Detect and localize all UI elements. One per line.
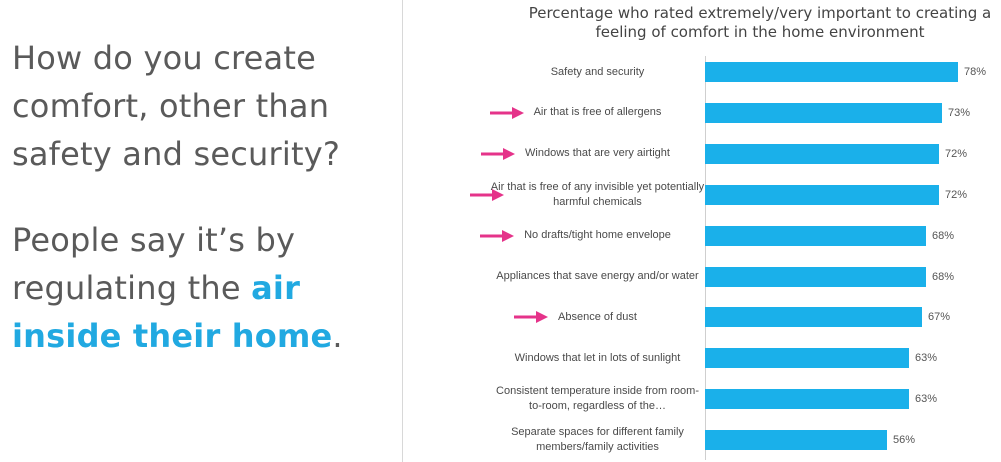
bar [705, 102, 942, 123]
category-label: No drafts/tight home envelope [524, 229, 671, 242]
bar [705, 389, 909, 410]
bar-row: No drafts/tight home envelope 68% [470, 216, 1001, 256]
bar-row: Absence of dust 67% [470, 297, 1001, 337]
highlight-arrow-icon [481, 147, 516, 160]
bar-row: Air that is free of allergens 73% [470, 93, 1001, 133]
category-label: Separate spaces for different family mem… [511, 426, 684, 454]
highlight-arrow-icon [480, 229, 515, 242]
category-label: Windows that are very airtight [525, 147, 670, 160]
panel-divider [402, 0, 403, 462]
bar [705, 143, 939, 164]
value-label: 56% [893, 434, 916, 447]
category-axis-line [705, 56, 706, 460]
category-label: Air that is free of any invisible yet po… [490, 180, 705, 208]
bar-row: Consistent temperature inside from room-… [470, 379, 1001, 419]
highlight-arrow-icon [470, 188, 504, 201]
bar [705, 62, 958, 82]
category-label: Appliances that save energy and/or water [496, 270, 699, 282]
left-panel: How do you create comfort, other than sa… [0, 0, 400, 462]
bar [705, 225, 926, 246]
bar [705, 307, 922, 328]
chart-title: Percentage who rated extremely/very impo… [528, 4, 992, 41]
bar-row: Windows that are very airtight 72% [470, 134, 1001, 174]
value-label: 63% [915, 393, 938, 406]
value-label: 78% [964, 66, 987, 78]
value-label: 72% [945, 188, 968, 201]
bar [705, 430, 887, 451]
highlight-arrow-icon [489, 106, 524, 119]
category-label: Consistent temperature inside from room-… [496, 385, 699, 413]
bar-row: Safety and security 78% [470, 52, 1001, 92]
bar-row: Separate spaces for different family mem… [470, 420, 1001, 460]
bar-row: Appliances that save energy and/or water… [470, 257, 1001, 297]
bar-row: Windows that let in lots of sunlight 63% [470, 338, 1001, 378]
category-label: Windows that let in lots of sunlight [514, 351, 681, 364]
category-label: Safety and security [550, 65, 645, 78]
answer-suffix: . [332, 317, 343, 355]
bar [705, 266, 926, 287]
answer-prefix: People say it’s by regulating the [12, 221, 296, 307]
bar-row: Air that is free of any invisible yet po… [470, 175, 1001, 215]
bar [705, 348, 909, 369]
question-heading: How do you create comfort, other than sa… [12, 39, 341, 173]
value-label: 68% [932, 229, 955, 242]
value-label: 68% [932, 270, 955, 283]
category-label: Air that is free of allergens [533, 106, 662, 119]
answer-highlight: air inside their home [12, 269, 333, 355]
value-label: 63% [915, 352, 938, 365]
bar [705, 184, 939, 205]
value-label: 73% [948, 106, 971, 119]
value-label: 72% [945, 147, 968, 160]
answer-heading: People say it’s by regulating the air in… [12, 216, 400, 360]
value-label: 67% [928, 311, 951, 324]
highlight-arrow-icon [514, 311, 549, 324]
category-label: Absence of dust [558, 310, 637, 323]
